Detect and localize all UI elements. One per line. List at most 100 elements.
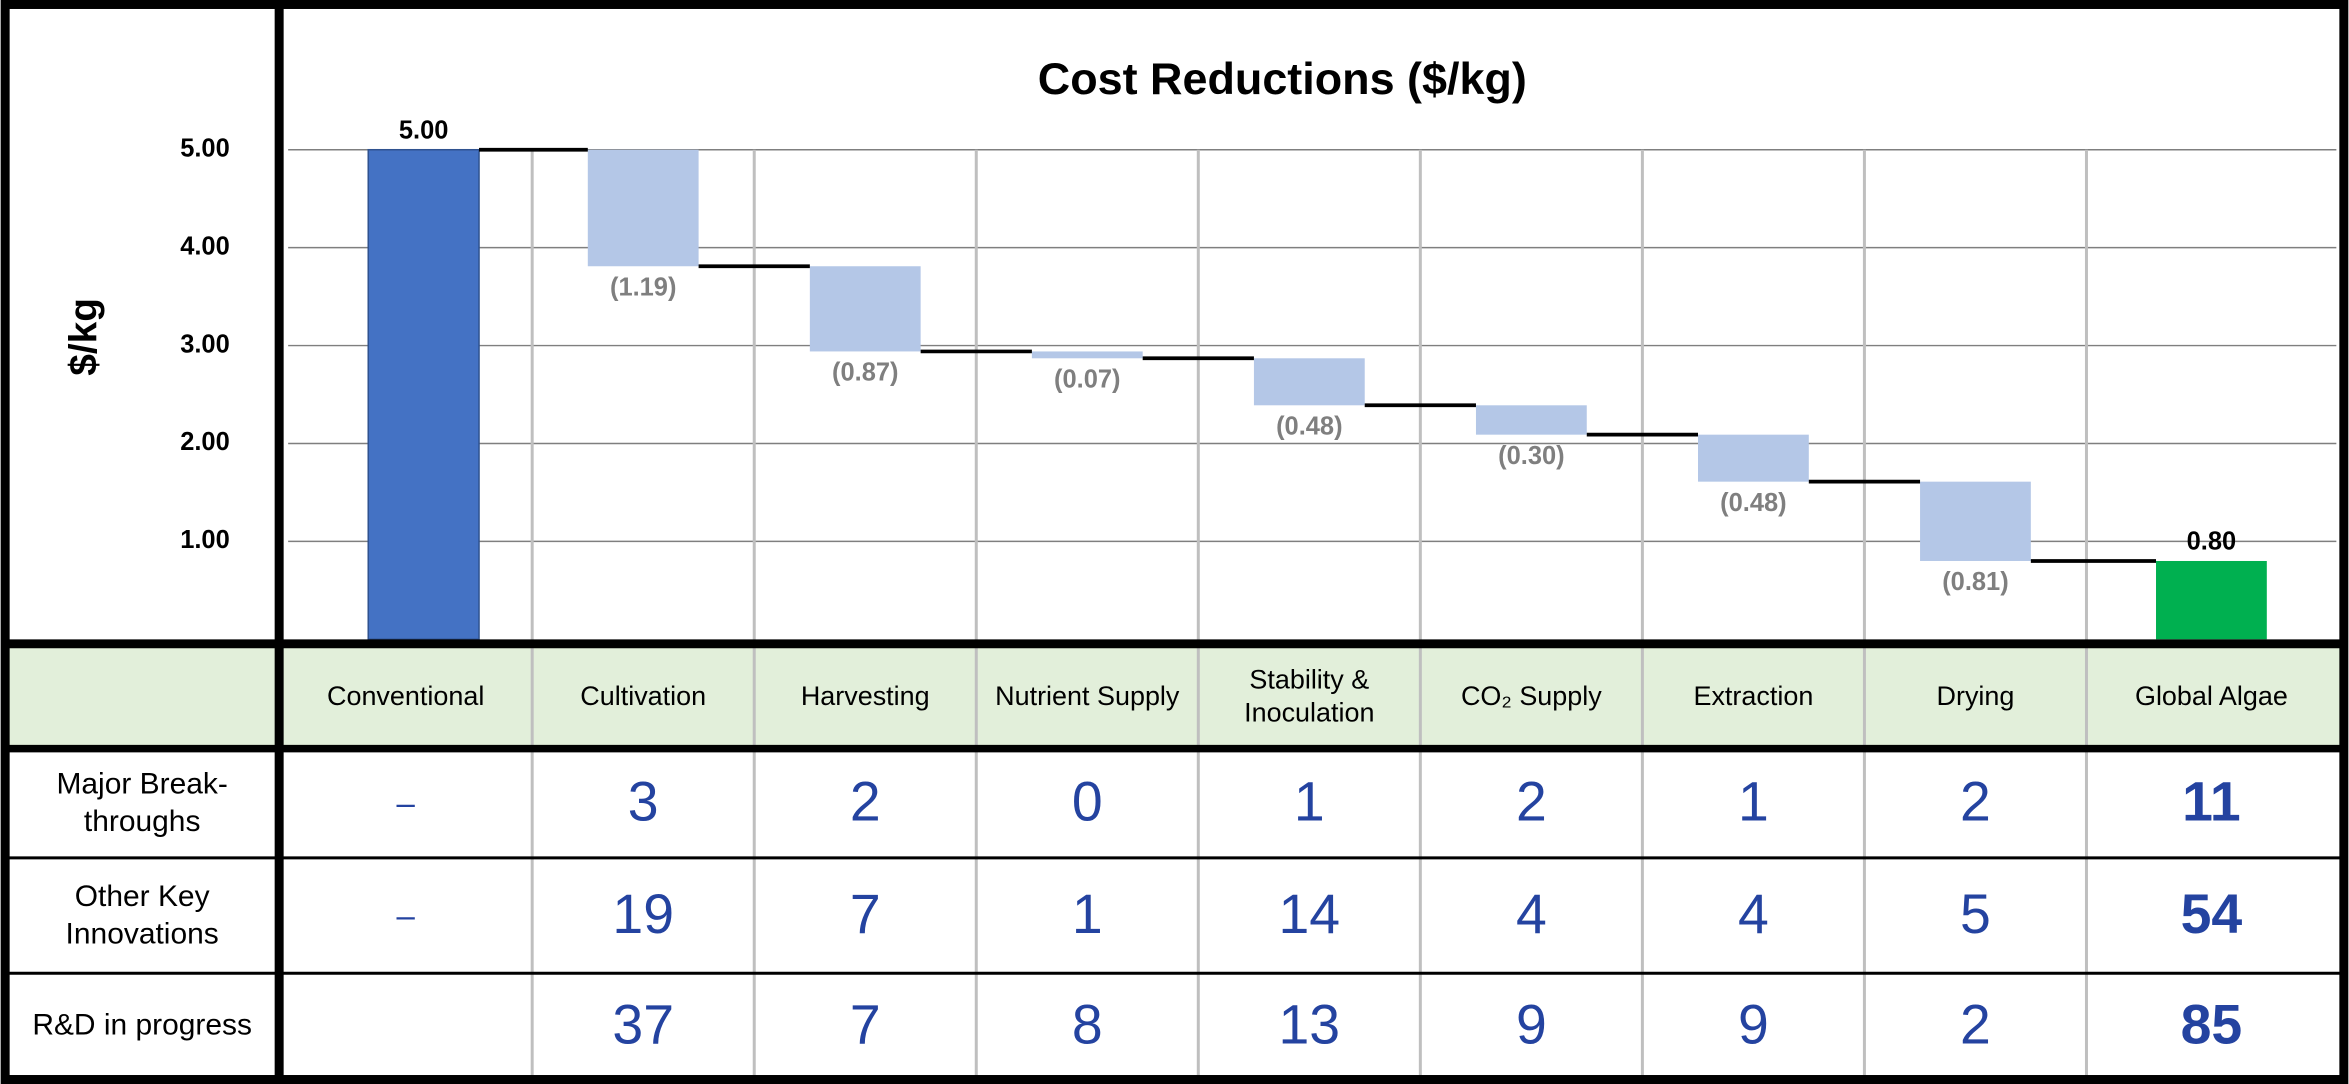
table-cell-box: 19 [612,883,675,946]
table-cell-box: – [396,784,415,822]
table-cell: – [396,784,415,822]
data-label: (0.30) [1498,442,1564,470]
table-cell: 11 [2182,771,2241,834]
bar [2156,560,2267,640]
table-cell: 1 [1293,771,1325,834]
table-cell-box: 9 [1737,994,1769,1057]
y-tick-label: 2.00 [180,428,230,456]
category-header-box: Drying [1936,680,2015,711]
table-cell-box: 13 [1278,994,1341,1057]
data-label: (0.87) [832,359,898,387]
table-cell: 2 [1960,994,1991,1057]
table-cell-box: 54 [2180,883,2243,946]
table-cell: 8 [1071,994,1103,1057]
table-cell: 2 [1515,771,1547,834]
table-cell: 3 [627,771,659,834]
category-header: Drying [1936,680,2015,711]
table-cell: 13 [1278,994,1341,1057]
table-cell-box: 4 [1515,883,1547,946]
bar [587,149,699,267]
category-header: Stability & Inoculation [1244,664,1375,728]
row-label: Major Break-throughs [56,767,228,838]
table-cell-box: 2 [1960,771,1991,834]
table-cell-box: 3 [627,771,659,834]
header-band [5,646,2344,746]
table-cell-box: 9 [1516,995,1547,1056]
bar [1031,351,1143,359]
category-header-box: CO₂ Supply [1461,681,1602,711]
table-cell-box: 2 [849,771,881,834]
table-cell-box: 14 [1278,883,1341,946]
table-cell: 14 [1278,883,1341,946]
category-header-box: Cultivation [580,680,707,711]
table-cell: 7 [849,883,881,946]
table-cell-box: 7 [849,994,881,1057]
y-tick-label: 4.00 [180,232,230,260]
table-cell: 7 [849,994,881,1057]
y-tick-label: 1.00 [180,526,230,554]
table-cell: 4 [1515,883,1547,946]
category-header-box: Nutrient Supply [995,680,1180,711]
table-cell: 37 [612,994,675,1057]
row-label: R&D in progress [32,1009,252,1043]
category-header: Global Algae [2134,680,2288,711]
bar [1920,481,2031,561]
category-header: Conventional [326,680,485,711]
chart-title: Cost Reductions ($/kg) [1038,53,1527,104]
table-cell-box: 1 [1737,771,1769,834]
table-cell-box: 37 [612,994,675,1057]
table-cell: – [396,896,415,934]
category-header-box: Stability & Inoculation [1244,664,1375,728]
data-label: (0.07) [1054,365,1120,393]
y-axis-label: $/kg [62,298,105,376]
table-cell-box: 2 [1960,994,1991,1057]
table-cell: 2 [1960,771,1991,834]
y-tick-label: 3.00 [180,330,230,358]
category-header-box: Global Algae [2134,680,2288,711]
category-header-box: Harvesting [800,680,930,711]
table-cell-box: 1 [1293,771,1325,834]
table-cell-box: 5 [1960,883,1991,946]
data-label: (0.48) [1276,412,1342,440]
table-cell-box: 8 [1071,994,1103,1057]
table-cell-box: 7 [849,883,881,946]
category-header: Harvesting [800,680,930,711]
data-label: (1.19) [610,273,676,301]
category-header-box: Extraction [1693,680,1814,711]
data-label: 5.00 [399,116,449,144]
bar [1698,434,1809,482]
table-cell: 85 [2180,994,2243,1057]
table-cell: 54 [2180,883,2243,946]
bar [809,266,921,352]
table-cell-box: 85 [2180,994,2243,1057]
y-tick-label: 5.00 [180,134,230,162]
row-label-box: R&D in progress [32,1009,252,1043]
table-cell: 19 [612,883,675,946]
table-cell-box: 0 [1072,772,1103,833]
table-cell-box: – [396,896,415,934]
table-cell: 1 [1071,883,1103,946]
category-header: Extraction [1693,680,1814,711]
data-label: 0.80 [2187,528,2237,556]
table-cell-box: 11 [2182,771,2241,834]
row-label: Other Key Innovations [65,879,219,950]
table-cell-box: 2 [1515,771,1547,834]
table-cell: 2 [849,771,881,834]
data-label: (0.48) [1720,489,1786,517]
bar [367,148,480,641]
bar [1475,405,1587,435]
table-cell: 5 [1960,883,1991,946]
row-label-box: Other Key Innovations [65,879,219,950]
table-cell: 1 [1737,771,1769,834]
table-cell: 9 [1737,994,1769,1057]
table-cell-box: 4 [1737,883,1769,946]
category-header: Nutrient Supply [995,680,1180,711]
table-cell-box: 1 [1071,883,1103,946]
table-cell: 4 [1737,883,1769,946]
category-header-box: Conventional [326,680,485,711]
category-header: Cultivation [580,680,707,711]
data-label: (0.81) [1942,568,2008,596]
